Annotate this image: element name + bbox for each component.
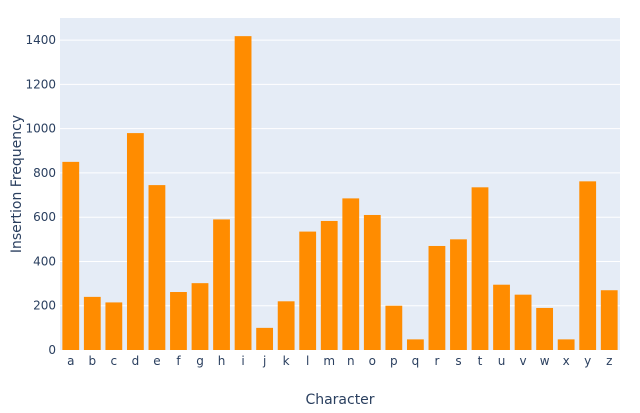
bar-l[interactable] [299,231,317,350]
bar-z[interactable] [600,290,618,350]
x-tick-label: x [563,354,570,368]
y-tick-label: 1200 [25,77,56,91]
x-tick-label: y [584,354,591,368]
bar-v[interactable] [514,294,532,350]
x-tick-label: v [520,354,527,368]
x-tick-label: z [606,354,612,368]
x-tick-label: f [176,354,181,368]
bar-p[interactable] [385,305,403,350]
plot-area [60,18,620,350]
bar-t[interactable] [471,187,489,350]
y-tick-label: 1000 [25,122,56,136]
bar-a[interactable] [62,161,80,350]
bar-s[interactable] [450,239,467,350]
bar-u[interactable] [493,284,510,350]
x-tick-label: i [241,354,244,368]
x-tick-label: w [540,354,550,368]
x-tick-label: k [283,354,290,368]
bars [62,36,618,351]
bar-g[interactable] [191,283,209,350]
bar-n[interactable] [342,198,360,350]
bar-m[interactable] [320,220,338,350]
x-tick-label: e [153,354,160,368]
x-tick-label: b [88,354,96,368]
y-tick-label: 400 [33,254,56,268]
x-tick-label: m [323,354,335,368]
x-tick-label: q [412,354,420,368]
bar-x[interactable] [557,339,575,350]
bar-i[interactable] [234,36,252,351]
bar-b[interactable] [83,296,101,350]
bar-d[interactable] [126,133,144,350]
y-tick-label: 600 [33,210,56,224]
y-tick-label: 200 [33,299,56,313]
x-tick-label: o [369,354,376,368]
x-tick-label: p [390,354,398,368]
bar-j[interactable] [256,327,274,350]
x-tick-label: r [434,354,439,368]
bar-y[interactable] [579,181,597,350]
x-tick-label: c [111,354,118,368]
x-tick-label: l [306,354,309,368]
x-tick-label: d [132,354,140,368]
bar-f[interactable] [170,292,187,350]
x-tick-label: g [196,354,204,368]
bar-k[interactable] [277,301,295,350]
x-tick-label: h [218,354,226,368]
x-tick-label: u [498,354,506,368]
x-tick-label: s [455,354,461,368]
bar-r[interactable] [428,245,446,350]
x-tick-label: n [347,354,355,368]
x-tick-label: j [262,354,266,368]
bar-w[interactable] [536,307,554,350]
bar-o[interactable] [363,214,381,350]
y-axis-ticks: 0 200 400 600 800 1000 1200 1400 [25,33,56,357]
bar-c[interactable] [105,302,123,350]
bar-h[interactable] [213,219,230,350]
y-tick-label: 1400 [25,33,56,47]
bar-e[interactable] [148,185,166,350]
y-axis-title: Insertion Frequency [9,115,25,253]
bar-q[interactable] [406,339,424,350]
x-tick-label: t [478,354,483,368]
y-tick-label: 0 [48,343,56,357]
x-tick-label: a [67,354,74,368]
x-axis-title: Character [305,392,374,408]
y-tick-label: 800 [33,166,56,180]
